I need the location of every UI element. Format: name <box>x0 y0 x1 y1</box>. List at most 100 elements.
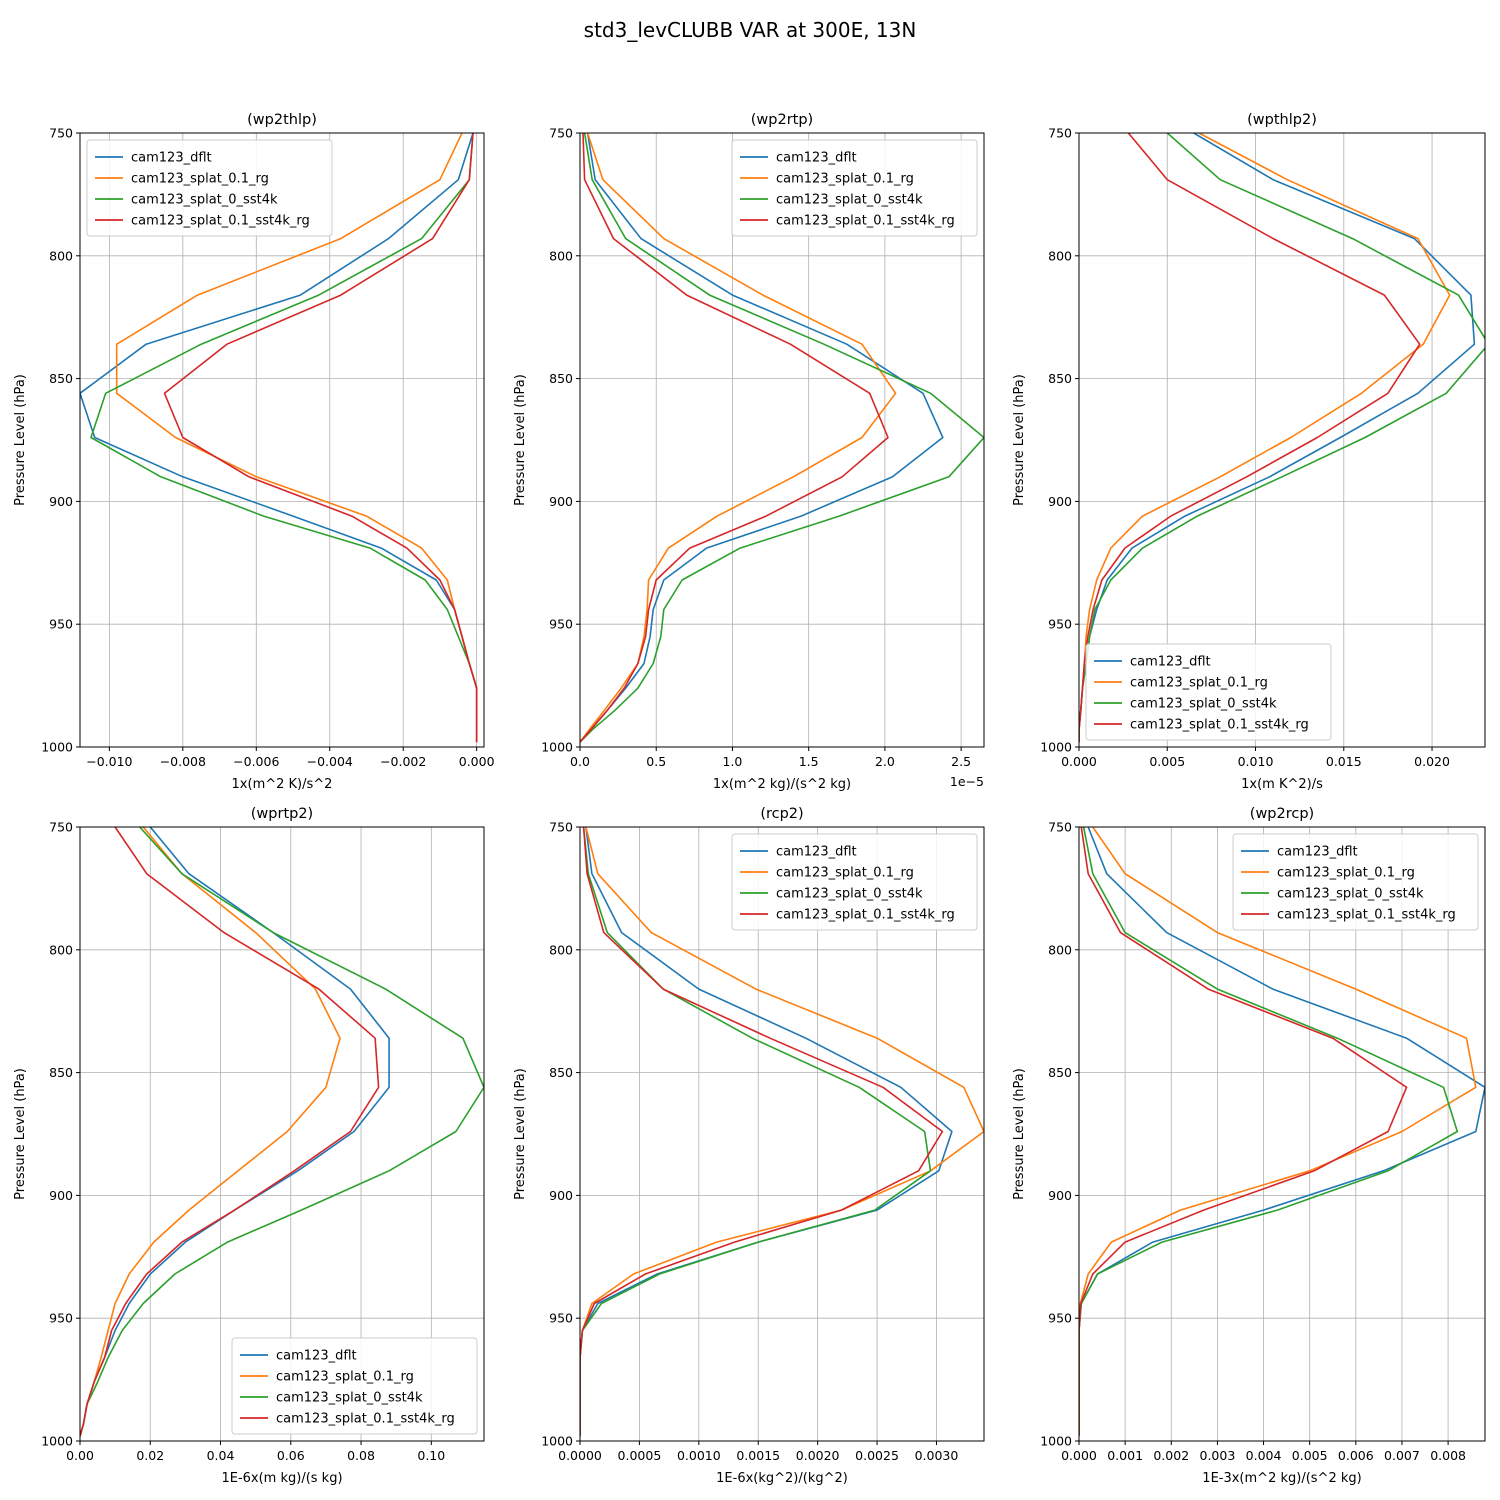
y-axis-label: Pressure Level (hPa) <box>513 1068 528 1200</box>
panel-title: (rcp2) <box>760 806 803 822</box>
legend: cam123_dflt cam123_splat_0.1_rg cam123_spl… <box>731 833 978 931</box>
x-tick-label: −0.002 <box>380 754 426 769</box>
x-tick-label: 0.005 <box>1149 754 1185 769</box>
series-line-cam123_splat_0.1_sst4k_rg <box>580 827 944 1437</box>
legend-label: cam123_dflt <box>1277 845 1358 860</box>
legend-label: cam123_splat_0_sst4k <box>1277 887 1424 902</box>
x-tick-label: 0.020 <box>1414 754 1450 769</box>
y-tick-label: 900 <box>1048 494 1072 509</box>
series-group <box>80 827 484 1437</box>
x-tick-label: 0.001 <box>1107 1448 1143 1463</box>
y-tick-label: 1000 <box>41 740 73 755</box>
figure-title: std3_levCLUBB VAR at 300E, 13N <box>584 18 917 42</box>
legend-label: cam123_dflt <box>776 151 857 166</box>
x-tick-label: 0.005 <box>1292 1448 1328 1463</box>
series-line-cam123_splat_0.1_sst4k_rg <box>1079 827 1408 1437</box>
series-line-cam123_dflt <box>1079 827 1485 1437</box>
legend-label: cam123_splat_0_sst4k <box>131 193 278 208</box>
x-tick-label: 0.0005 <box>618 1448 662 1463</box>
x-tick-label: 0.0025 <box>855 1448 899 1463</box>
x-axis-label: 1x(m^2 K)/s^2 <box>232 777 333 792</box>
x-axis-label: 1x(m^2 kg)/(s^2 kg) <box>713 777 851 792</box>
series-line-cam123_splat_0.1_rg <box>580 827 984 1437</box>
plot-frame <box>579 826 985 1442</box>
series-line-cam123_splat_0.1_sst4k_rg <box>1079 133 1421 743</box>
series-line-cam123_splat_0_sst4k <box>80 827 484 1437</box>
series-group <box>80 133 478 743</box>
x-tick-label: −0.006 <box>233 754 279 769</box>
series-group <box>1079 827 1485 1437</box>
y-tick-label: 900 <box>49 494 73 509</box>
legend-label: cam123_splat_0.1_rg <box>1130 676 1268 691</box>
x-axis-label: 1E-6x(m kg)/(s kg) <box>221 1471 342 1486</box>
legend-box <box>1232 833 1479 931</box>
x-tick-label: 0.02 <box>136 1448 164 1463</box>
x-tick-label: 0.00 <box>66 1448 94 1463</box>
legend-label: cam123_splat_0_sst4k <box>276 1391 423 1406</box>
y-axis-label: Pressure Level (hPa) <box>13 1068 28 1200</box>
legend-label: cam123_dflt <box>776 845 857 860</box>
y-tick-label: 750 <box>549 126 573 141</box>
y-tick-label: 1000 <box>541 740 573 755</box>
series-group <box>580 827 984 1437</box>
legend-label: cam123_splat_0_sst4k <box>776 193 923 208</box>
series-line-cam123_splat_0.1_rg <box>580 133 897 743</box>
x-tick-label: 0.0000 <box>558 1448 602 1463</box>
y-tick-label: 800 <box>1048 942 1072 957</box>
legend: cam123_dflt cam123_splat_0.1_rg cam123_spl… <box>731 139 978 237</box>
y-axis-label: Pressure Level (hPa) <box>1012 1068 1027 1200</box>
series-line-cam123_splat_0_sst4k <box>580 133 984 743</box>
x-tick-label: 0.08 <box>347 1448 375 1463</box>
y-tick-label: 800 <box>549 942 573 957</box>
legend: cam123_dflt cam123_splat_0.1_rg cam123_spl… <box>86 139 333 237</box>
y-tick-label: 950 <box>549 617 573 632</box>
y-tick-label: 800 <box>49 942 73 957</box>
plot-frame <box>1078 826 1486 1442</box>
x-tick-label: 0.0010 <box>677 1448 721 1463</box>
plot-frame <box>1078 132 1486 748</box>
x-tick-label: 0.0 <box>570 754 590 769</box>
y-axis-label: Pressure Level (hPa) <box>513 374 528 506</box>
x-axis-label: 1E-6x(kg^2)/(kg^2) <box>716 1471 848 1486</box>
panel-title: (wp2rcp) <box>1250 806 1314 822</box>
legend-label: cam123_splat_0.1_sst4k_rg <box>1277 908 1456 923</box>
legend-label: cam123_splat_0.1_sst4k_rg <box>776 214 955 229</box>
plot-frame <box>79 132 485 748</box>
x-tick-label: 0.008 <box>1430 1448 1466 1463</box>
x-tick-label: 0.006 <box>1338 1448 1374 1463</box>
x-tick-label: 0.04 <box>207 1448 235 1463</box>
legend-label: cam123_splat_0_sst4k <box>1130 697 1277 712</box>
y-tick-label: 1000 <box>41 1434 73 1449</box>
plot-frame <box>579 132 985 748</box>
y-tick-label: 950 <box>549 1311 573 1326</box>
y-tick-label: 850 <box>549 371 573 386</box>
legend-box <box>1085 643 1332 741</box>
x-tick-label: 0.06 <box>277 1448 305 1463</box>
x-tick-label: −0.010 <box>86 754 132 769</box>
panel-title: (wp2thlp) <box>247 112 317 128</box>
x-tick-label: 0.010 <box>1238 754 1274 769</box>
y-tick-label: 750 <box>1048 820 1072 835</box>
series-group <box>1079 133 1485 743</box>
series-line-cam123_splat_0.1_sst4k_rg <box>163 133 478 743</box>
x-tick-label: 0.10 <box>417 1448 445 1463</box>
y-tick-label: 950 <box>49 1311 73 1326</box>
x-tick-label: −0.004 <box>307 754 353 769</box>
panel-4: 0.00 0.02 0.04 0.06 0.08 0.10 750 800 850 900 950 1… <box>13 806 485 1486</box>
series-line-cam123_splat_0.1_sst4k_rg <box>580 133 889 743</box>
series-group <box>580 133 984 743</box>
y-tick-label: 850 <box>49 371 73 386</box>
x-tick-label: 0.015 <box>1326 754 1362 769</box>
legend-label: cam123_splat_0.1_sst4k_rg <box>776 908 955 923</box>
legend-label: cam123_splat_0.1_sst4k_rg <box>1130 718 1309 733</box>
y-tick-label: 900 <box>49 1188 73 1203</box>
y-tick-label: 900 <box>1048 1188 1072 1203</box>
y-tick-label: 950 <box>1048 1311 1072 1326</box>
x-tick-label: −0.008 <box>160 754 206 769</box>
series-line-cam123_splat_0.1_rg <box>1079 827 1477 1437</box>
legend-box <box>731 139 978 237</box>
panel-3: 0.000 0.005 0.010 0.015 0.020 750 800 850 900 950… <box>1012 112 1486 792</box>
y-tick-label: 1000 <box>541 1434 573 1449</box>
y-tick-label: 950 <box>1048 617 1072 632</box>
